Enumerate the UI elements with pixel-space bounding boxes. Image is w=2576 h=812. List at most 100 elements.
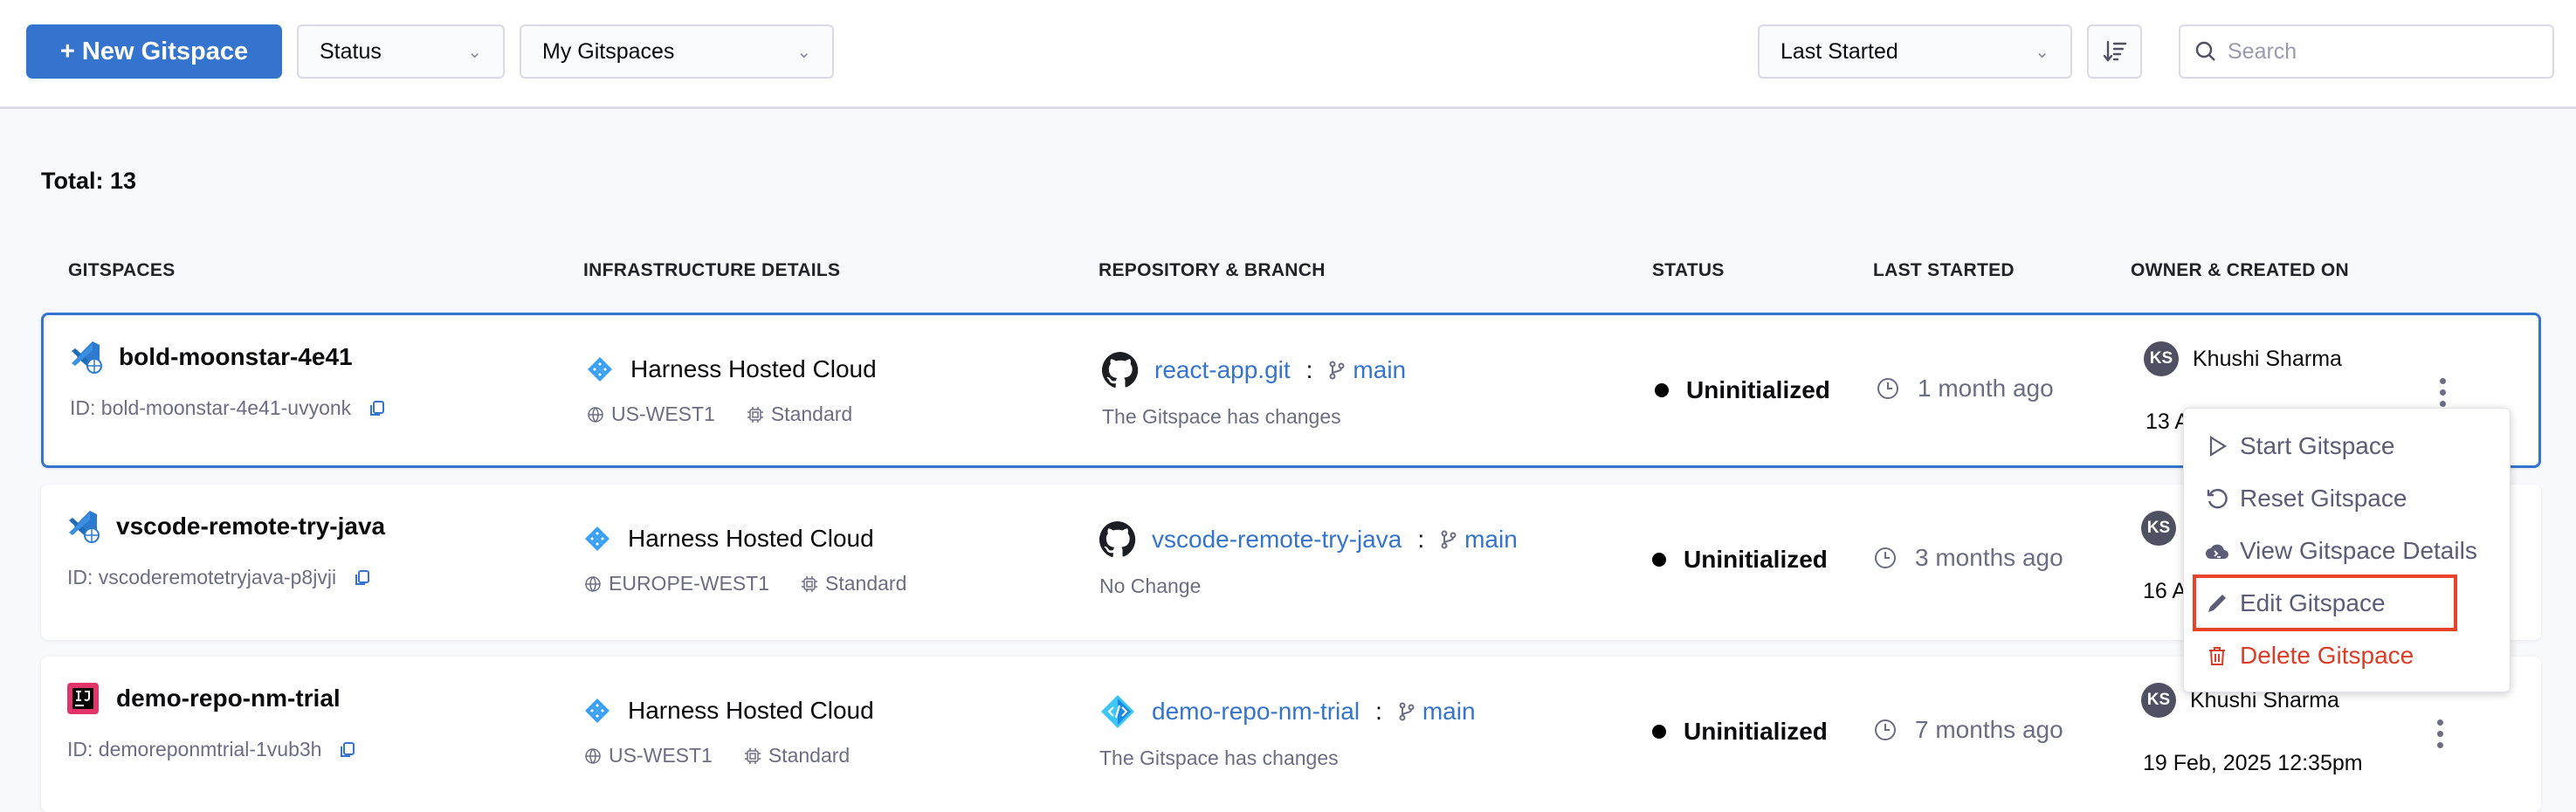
status-dot <box>1652 725 1666 739</box>
branch-icon <box>1441 530 1457 549</box>
branch-link[interactable]: main <box>1422 698 1476 725</box>
vscode-ide-icon <box>68 340 103 375</box>
globe-icon <box>585 747 601 764</box>
last-started: 7 months ago <box>1915 716 2063 743</box>
cpu-icon <box>802 575 818 592</box>
trash-icon <box>2209 647 2225 665</box>
menu-item-view-gitspace-details[interactable]: View Gitspace Details <box>2205 532 2477 570</box>
region: US-WEST1 <box>609 744 713 767</box>
status-text: Uninitialized <box>1684 718 1828 745</box>
vscode-ide-icon <box>65 509 100 544</box>
avatar: KS <box>2141 511 2176 546</box>
sort-select-label: Last Started <box>1780 38 1898 64</box>
last-started: 3 months ago <box>1915 544 2063 571</box>
repository-link[interactable]: vscode-remote-try-java <box>1152 526 1402 553</box>
branch-icon <box>1329 361 1345 380</box>
status-text: Uninitialized <box>1686 376 1830 403</box>
separator: : <box>1417 526 1425 553</box>
clock-icon <box>1877 378 1898 399</box>
harness-cloud-icon <box>585 526 610 551</box>
infra-provider: Harness Hosted Cloud <box>628 697 874 724</box>
menu-item-edit-gitspace[interactable]: Edit Gitspace <box>2205 584 2386 623</box>
status-filter-label: Status <box>320 38 382 64</box>
gitspace-id: ID: demoreponmtrial-1vub3h <box>67 738 322 760</box>
cloud-terminal-icon <box>2206 544 2228 559</box>
globe-icon <box>588 406 603 423</box>
column-header-infrastructure: INFRASTRUCTURE DETAILS <box>583 260 841 280</box>
infra-provider: Harness Hosted Cloud <box>628 525 874 552</box>
copy-icon[interactable] <box>367 399 386 418</box>
more-options-icon[interactable] <box>2434 378 2451 407</box>
machine-type: Standard <box>768 744 851 767</box>
menu-item-label: Reset Gitspace <box>2240 485 2407 512</box>
reset-icon <box>2207 488 2228 509</box>
gitspace-name[interactable]: demo-repo-nm-trial <box>116 685 341 712</box>
repo-change-note: The Gitspace has changes <box>1099 747 1339 769</box>
region: US-WEST1 <box>611 403 715 425</box>
column-header-repository: REPOSITORY & BRANCH <box>1099 260 1326 280</box>
created-on: 16 A <box>2143 579 2187 603</box>
more-options-icon[interactable] <box>2431 719 2449 748</box>
search-field[interactable] <box>2179 24 2554 79</box>
github-icon <box>1099 521 1136 558</box>
repository-link[interactable]: react-app.git <box>1154 356 1291 383</box>
chevron-down-icon: ⌄ <box>2035 42 2049 62</box>
gitspace-row[interactable]: demo-repo-nm-trial ID: demoreponmtrial-1… <box>41 657 2541 812</box>
repo-change-note: No Change <box>1099 575 1202 597</box>
sort-select[interactable]: Last Started ⌄ <box>1758 24 2072 79</box>
owner-filter-dropdown[interactable]: My Gitspaces ⌄ <box>520 24 834 79</box>
highlight-box <box>2193 575 2457 631</box>
harness-cloud-icon <box>585 698 610 723</box>
menu-item-start-gitspace[interactable]: Start Gitspace <box>2205 427 2394 465</box>
sort-descending-icon <box>2103 40 2126 62</box>
harness-cloud-icon <box>588 357 612 382</box>
status-filter-dropdown[interactable]: Status ⌄ <box>297 24 505 79</box>
branch-icon <box>1399 702 1415 721</box>
column-header-status: STATUS <box>1652 260 1725 280</box>
sort-order-button[interactable] <box>2087 24 2142 79</box>
copy-icon[interactable] <box>337 740 356 760</box>
repo-change-note: The Gitspace has changes <box>1102 405 1341 428</box>
region: EUROPE-WEST1 <box>609 572 770 595</box>
pencil-icon <box>2208 595 2226 612</box>
new-gitspace-button[interactable]: + New Gitspace <box>26 24 282 79</box>
toolbar: + New Gitspace Status ⌄ My Gitspaces ⌄ Las… <box>0 0 2576 109</box>
clock-icon <box>1875 719 1896 740</box>
gitspace-id: ID: bold-moonstar-4e41-uvyonk <box>70 396 352 419</box>
branch-link[interactable]: main <box>1464 526 1518 553</box>
cpu-icon <box>744 747 761 764</box>
gitspace-row[interactable]: bold-moonstar-4e41 ID: bold-moonstar-4e4… <box>41 313 2541 468</box>
owner-name: Khushi Sharma <box>2193 346 2342 371</box>
branch-link[interactable]: main <box>1353 356 1407 383</box>
menu-item-label: View Gitspace Details <box>2240 537 2477 564</box>
total-count: Total: 13 <box>41 168 137 194</box>
status-text: Uninitialized <box>1684 546 1828 573</box>
avatar: KS <box>2141 683 2176 718</box>
column-header-gitspaces: GITSPACES <box>68 260 176 280</box>
chevron-down-icon: ⌄ <box>467 42 482 62</box>
search-icon <box>2195 41 2215 61</box>
menu-item-reset-gitspace[interactable]: Reset Gitspace <box>2205 479 2407 518</box>
copy-icon[interactable] <box>352 568 371 588</box>
separator: : <box>1375 698 1382 725</box>
owner-filter-label: My Gitspaces <box>542 38 675 64</box>
repository-link[interactable]: demo-repo-nm-trial <box>1152 698 1360 725</box>
machine-type: Standard <box>770 403 853 425</box>
gitspace-name[interactable]: bold-moonstar-4e41 <box>119 343 353 370</box>
status-dot <box>1655 383 1669 397</box>
infra-provider: Harness Hosted Cloud <box>630 355 877 382</box>
menu-item-delete-gitspace[interactable]: Delete Gitspace <box>2205 637 2414 675</box>
created-on: 19 Feb, 2025 12:35pm <box>2143 751 2363 775</box>
menu-item-label: Edit Gitspace <box>2240 589 2386 616</box>
last-started: 1 month ago <box>1918 375 2054 402</box>
chevron-down-icon: ⌄ <box>796 42 811 62</box>
gitspace-row[interactable]: vscode-remote-try-java ID: vscoderemotet… <box>41 485 2541 640</box>
separator: : <box>1305 356 1313 383</box>
gitspace-name[interactable]: vscode-remote-try-java <box>116 513 386 540</box>
created-on: 13 A <box>2146 409 2190 434</box>
harness-code-icon <box>1099 693 1136 730</box>
menu-item-label: Delete Gitspace <box>2240 642 2414 669</box>
search-input[interactable] <box>2228 38 2524 65</box>
intellij-ide-icon <box>65 681 100 716</box>
menu-item-label: Start Gitspace <box>2240 432 2395 459</box>
